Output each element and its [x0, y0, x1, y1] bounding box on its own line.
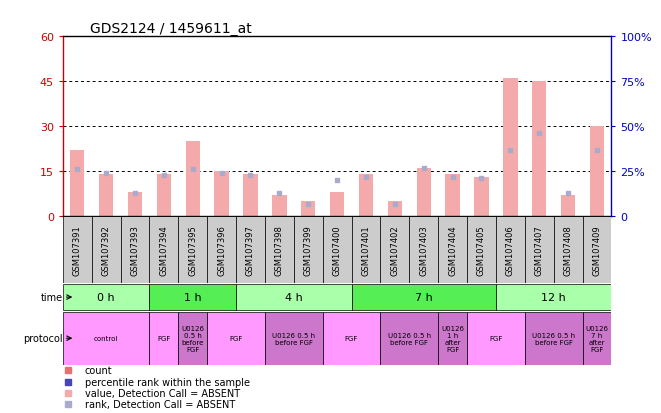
FancyBboxPatch shape	[149, 285, 236, 310]
Bar	[446, 175, 460, 216]
FancyBboxPatch shape	[438, 216, 467, 283]
FancyBboxPatch shape	[467, 216, 496, 283]
FancyBboxPatch shape	[178, 216, 207, 283]
Bar	[70, 151, 85, 216]
FancyBboxPatch shape	[582, 312, 611, 365]
Text: percentile rank within the sample: percentile rank within the sample	[85, 377, 250, 387]
Bar	[503, 79, 518, 216]
Text: GSM107400: GSM107400	[332, 225, 342, 275]
Bar	[186, 142, 200, 216]
Text: GSM107394: GSM107394	[159, 225, 169, 275]
FancyBboxPatch shape	[496, 216, 525, 283]
FancyBboxPatch shape	[149, 312, 178, 365]
FancyBboxPatch shape	[236, 285, 352, 310]
Text: U0126 0.5 h
before FGF: U0126 0.5 h before FGF	[388, 332, 431, 345]
Bar	[359, 175, 373, 216]
Bar	[387, 202, 402, 216]
Bar	[272, 196, 287, 216]
Text: GSM107398: GSM107398	[275, 225, 284, 275]
FancyBboxPatch shape	[352, 285, 496, 310]
Text: GSM107393: GSM107393	[130, 225, 139, 275]
Text: value, Detection Call = ABSENT: value, Detection Call = ABSENT	[85, 388, 240, 398]
Bar	[416, 169, 431, 216]
Text: GSM107403: GSM107403	[419, 225, 428, 275]
FancyBboxPatch shape	[525, 312, 582, 365]
Text: GSM107391: GSM107391	[73, 225, 82, 275]
Text: FGF: FGF	[489, 335, 502, 342]
Text: 0 h: 0 h	[97, 292, 115, 302]
Text: GSM107409: GSM107409	[592, 225, 602, 275]
Text: 1 h: 1 h	[184, 292, 202, 302]
FancyBboxPatch shape	[554, 216, 582, 283]
Text: GSM107408: GSM107408	[564, 225, 572, 275]
FancyBboxPatch shape	[323, 216, 352, 283]
Text: 7 h: 7 h	[415, 292, 432, 302]
FancyBboxPatch shape	[63, 312, 149, 365]
Text: GSM107395: GSM107395	[188, 225, 197, 275]
Text: U0126
0.5 h
before
FGF: U0126 0.5 h before FGF	[181, 325, 204, 352]
Bar	[157, 175, 171, 216]
Text: FGF: FGF	[345, 335, 358, 342]
Bar	[301, 202, 315, 216]
FancyBboxPatch shape	[381, 216, 409, 283]
Bar	[99, 175, 113, 216]
FancyBboxPatch shape	[63, 216, 92, 283]
Text: U0126
1 h
after
FGF: U0126 1 h after FGF	[441, 325, 464, 352]
FancyBboxPatch shape	[207, 216, 236, 283]
Text: GSM107397: GSM107397	[246, 225, 255, 275]
Text: FGF: FGF	[157, 335, 171, 342]
Text: GDS2124 / 1459611_at: GDS2124 / 1459611_at	[91, 22, 252, 36]
FancyBboxPatch shape	[293, 216, 323, 283]
Text: GSM107392: GSM107392	[102, 225, 110, 275]
FancyBboxPatch shape	[120, 216, 149, 283]
FancyBboxPatch shape	[207, 312, 265, 365]
Text: time: time	[41, 292, 63, 302]
Text: count: count	[85, 366, 112, 375]
FancyBboxPatch shape	[92, 216, 120, 283]
Text: GSM107406: GSM107406	[506, 225, 515, 275]
Text: U0126
7 h
after
FGF: U0126 7 h after FGF	[586, 325, 609, 352]
Text: FGF: FGF	[229, 335, 243, 342]
Bar	[561, 196, 575, 216]
FancyBboxPatch shape	[236, 216, 265, 283]
FancyBboxPatch shape	[438, 312, 467, 365]
Bar	[475, 178, 488, 216]
Text: GSM107407: GSM107407	[535, 225, 544, 275]
Text: GSM107399: GSM107399	[304, 225, 313, 275]
Text: GSM107396: GSM107396	[217, 225, 226, 275]
Text: protocol: protocol	[23, 333, 63, 343]
Bar	[330, 193, 344, 216]
Bar	[590, 127, 604, 216]
Text: 4 h: 4 h	[285, 292, 303, 302]
Bar	[128, 193, 142, 216]
FancyBboxPatch shape	[496, 285, 611, 310]
Text: GSM107401: GSM107401	[362, 225, 370, 275]
Text: 12 h: 12 h	[541, 292, 566, 302]
FancyBboxPatch shape	[525, 216, 554, 283]
FancyBboxPatch shape	[149, 216, 178, 283]
Bar	[214, 172, 229, 216]
Text: U0126 0.5 h
before FGF: U0126 0.5 h before FGF	[532, 332, 575, 345]
FancyBboxPatch shape	[352, 216, 381, 283]
Text: rank, Detection Call = ABSENT: rank, Detection Call = ABSENT	[85, 399, 235, 410]
FancyBboxPatch shape	[63, 285, 149, 310]
FancyBboxPatch shape	[467, 312, 525, 365]
Text: GSM107402: GSM107402	[391, 225, 399, 275]
FancyBboxPatch shape	[381, 312, 438, 365]
FancyBboxPatch shape	[178, 312, 207, 365]
Text: GSM107404: GSM107404	[448, 225, 457, 275]
FancyBboxPatch shape	[582, 216, 611, 283]
FancyBboxPatch shape	[409, 216, 438, 283]
Text: U0126 0.5 h
before FGF: U0126 0.5 h before FGF	[272, 332, 315, 345]
FancyBboxPatch shape	[265, 216, 293, 283]
Text: control: control	[94, 335, 118, 342]
Bar	[532, 82, 547, 216]
Bar	[243, 175, 258, 216]
Text: GSM107405: GSM107405	[477, 225, 486, 275]
FancyBboxPatch shape	[265, 312, 323, 365]
FancyBboxPatch shape	[323, 312, 381, 365]
